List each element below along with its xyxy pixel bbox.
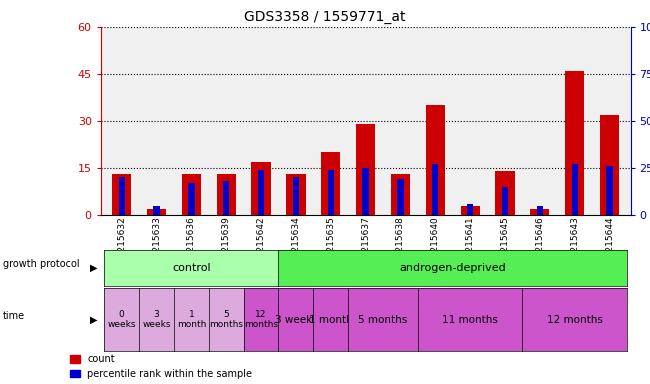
Text: growth protocol: growth protocol	[3, 259, 80, 269]
Bar	[606, 166, 613, 215]
Bar	[391, 174, 410, 215]
Text: GDS3358 / 1559771_at: GDS3358 / 1559771_at	[244, 10, 406, 23]
Text: 1 month: 1 month	[309, 314, 353, 325]
Text: androgen-deprived: androgen-deprived	[399, 263, 506, 273]
Bar	[216, 174, 236, 215]
Bar	[153, 206, 160, 215]
Text: ▶: ▶	[90, 314, 98, 325]
Bar	[147, 209, 166, 215]
Bar	[292, 177, 299, 215]
Text: 1
month: 1 month	[177, 310, 206, 329]
Bar	[112, 174, 131, 215]
Text: 5
months: 5 months	[209, 310, 243, 329]
Bar	[182, 174, 201, 215]
Text: 0
weeks: 0 weeks	[107, 310, 136, 329]
Text: 5 months: 5 months	[358, 314, 408, 325]
Bar	[223, 181, 229, 215]
Bar	[467, 204, 473, 215]
Text: control: control	[172, 263, 211, 273]
Bar	[600, 115, 619, 215]
Bar	[502, 187, 508, 215]
Bar	[363, 168, 369, 215]
Text: ▶: ▶	[90, 263, 98, 273]
Bar	[495, 171, 515, 215]
Bar	[356, 124, 375, 215]
Bar	[565, 71, 584, 215]
Text: 3 weeks: 3 weeks	[274, 314, 317, 325]
Bar	[530, 209, 549, 215]
Bar	[397, 179, 404, 215]
Text: 3
weeks: 3 weeks	[142, 310, 171, 329]
Bar	[321, 152, 341, 215]
Legend: count, percentile rank within the sample: count, percentile rank within the sample	[70, 354, 252, 379]
Bar	[426, 105, 445, 215]
Bar	[118, 177, 125, 215]
Bar	[287, 174, 305, 215]
Bar	[461, 206, 480, 215]
Bar	[537, 206, 543, 215]
Bar	[258, 170, 264, 215]
Text: time: time	[3, 311, 25, 321]
Text: 12 months: 12 months	[547, 314, 603, 325]
Text: 11 months: 11 months	[442, 314, 498, 325]
Bar	[328, 170, 334, 215]
Bar	[252, 162, 270, 215]
Text: 12
months: 12 months	[244, 310, 278, 329]
Bar	[432, 164, 439, 215]
Bar	[188, 183, 194, 215]
Bar	[571, 164, 578, 215]
